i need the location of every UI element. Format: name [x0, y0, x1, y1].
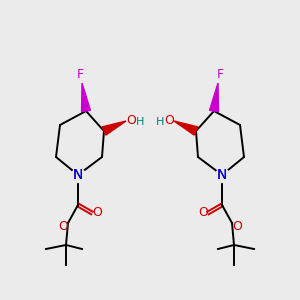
- Text: N: N: [73, 168, 83, 182]
- Text: H: H: [136, 117, 144, 127]
- Text: O: O: [126, 115, 136, 128]
- Text: O: O: [232, 220, 242, 233]
- Text: N: N: [217, 168, 227, 182]
- Polygon shape: [209, 83, 218, 112]
- Text: H: H: [156, 117, 164, 127]
- Polygon shape: [174, 121, 198, 135]
- Text: O: O: [164, 115, 174, 128]
- Text: N: N: [217, 168, 227, 182]
- Text: O: O: [198, 206, 208, 220]
- Text: F: F: [76, 68, 84, 82]
- Text: F: F: [216, 68, 224, 82]
- Text: O: O: [92, 206, 102, 220]
- Text: N: N: [73, 168, 83, 182]
- Text: O: O: [58, 220, 68, 233]
- Polygon shape: [82, 83, 91, 112]
- Polygon shape: [102, 121, 126, 135]
